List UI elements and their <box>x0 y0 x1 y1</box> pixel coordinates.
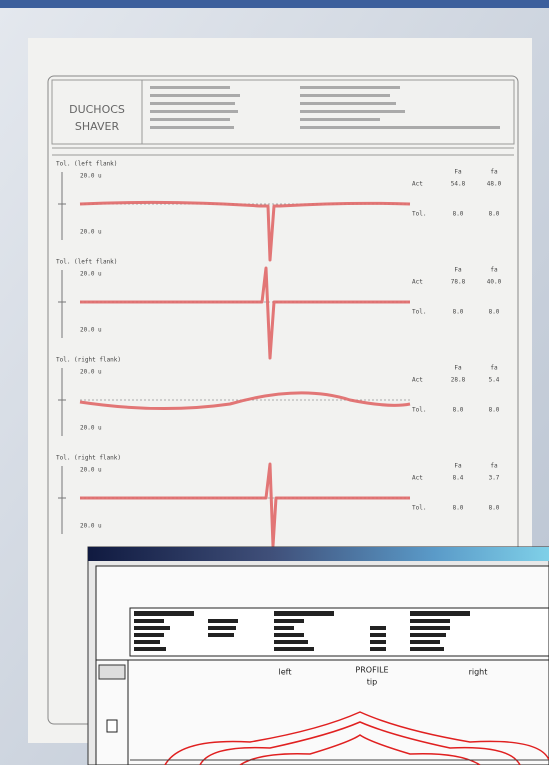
column-header: Fa <box>454 463 462 470</box>
tol-value: 8.0 <box>489 407 500 414</box>
act-value: 48.0 <box>487 181 502 188</box>
scale-bottom: 20.0 u <box>80 327 102 334</box>
title-bar <box>88 547 549 561</box>
act-value: 78.8 <box>451 279 466 286</box>
act-value: 54.8 <box>451 181 466 188</box>
tol-value: 8.0 <box>453 309 464 316</box>
act-label: Act <box>412 181 423 188</box>
data-table <box>129 607 549 657</box>
column-header: fa <box>490 169 498 176</box>
column-header: Fa <box>454 267 462 274</box>
panel-title: Tol. (left flank) <box>56 259 117 266</box>
act-value: 8.4 <box>453 475 464 482</box>
scale-bottom: 20.0 u <box>80 523 102 530</box>
scale-top: 20.0 u <box>80 271 102 278</box>
act-value: 40.0 <box>487 279 502 286</box>
top-edge <box>0 0 549 8</box>
label-left: left <box>279 668 292 677</box>
act-value: 3.7 <box>489 475 500 482</box>
scale-bottom: 20.0 u <box>80 229 102 236</box>
header-box <box>51 79 515 145</box>
table-cells <box>134 611 470 651</box>
column-header: Fa <box>454 169 462 176</box>
product: SHAVER <box>75 120 120 133</box>
tol-label: Tol. <box>412 211 426 218</box>
tol-value: 8.0 <box>489 505 500 512</box>
tol-value: 8.0 <box>453 211 464 218</box>
label-tip: tip <box>367 678 377 687</box>
header-fields <box>150 86 500 129</box>
tol-value: 8.0 <box>453 505 464 512</box>
column-header: fa <box>490 267 498 274</box>
panel-title: Tol. (right flank) <box>56 357 121 364</box>
act-label: Act <box>412 279 423 286</box>
side-button <box>98 664 126 680</box>
scale-bottom: 20.0 u <box>80 425 102 432</box>
scale-top: 20.0 u <box>80 173 102 180</box>
tol-label: Tol. <box>412 407 426 414</box>
tol-value: 8.0 <box>453 407 464 414</box>
tol-value: 8.0 <box>489 309 500 316</box>
window-content <box>95 565 549 765</box>
panel-title: Tol. (right flank) <box>56 455 121 462</box>
trace <box>80 266 410 360</box>
tol-label: Tol. <box>412 309 426 316</box>
act-label: Act <box>412 377 423 384</box>
trace <box>79 200 411 262</box>
scale-top: 20.0 u <box>80 369 102 376</box>
tol-value: 8.0 <box>489 211 500 218</box>
overlay-window: left PROFILE tip right <box>87 546 549 765</box>
column-header: Fa <box>454 365 462 372</box>
column-header: fa <box>490 365 498 372</box>
profile-arcs <box>164 711 549 765</box>
icon <box>106 719 118 733</box>
act-label: Act <box>412 475 423 482</box>
act-value: 5.4 <box>489 377 500 384</box>
trace <box>79 391 411 411</box>
column-header: fa <box>490 463 498 470</box>
panel-title: Tol. (left flank) <box>56 161 117 168</box>
brand: DUCHOCS <box>69 103 125 116</box>
trace <box>80 462 410 548</box>
label-profile: PROFILE <box>355 666 388 675</box>
tol-label: Tol. <box>412 505 426 512</box>
label-right: right <box>469 668 488 677</box>
scale-top: 20.0 u <box>80 467 102 474</box>
act-value: 28.8 <box>451 377 466 384</box>
panels: Tol. (left flank) 20.0 u 20.0 u Act Tol. Fa 54… <box>56 161 502 548</box>
